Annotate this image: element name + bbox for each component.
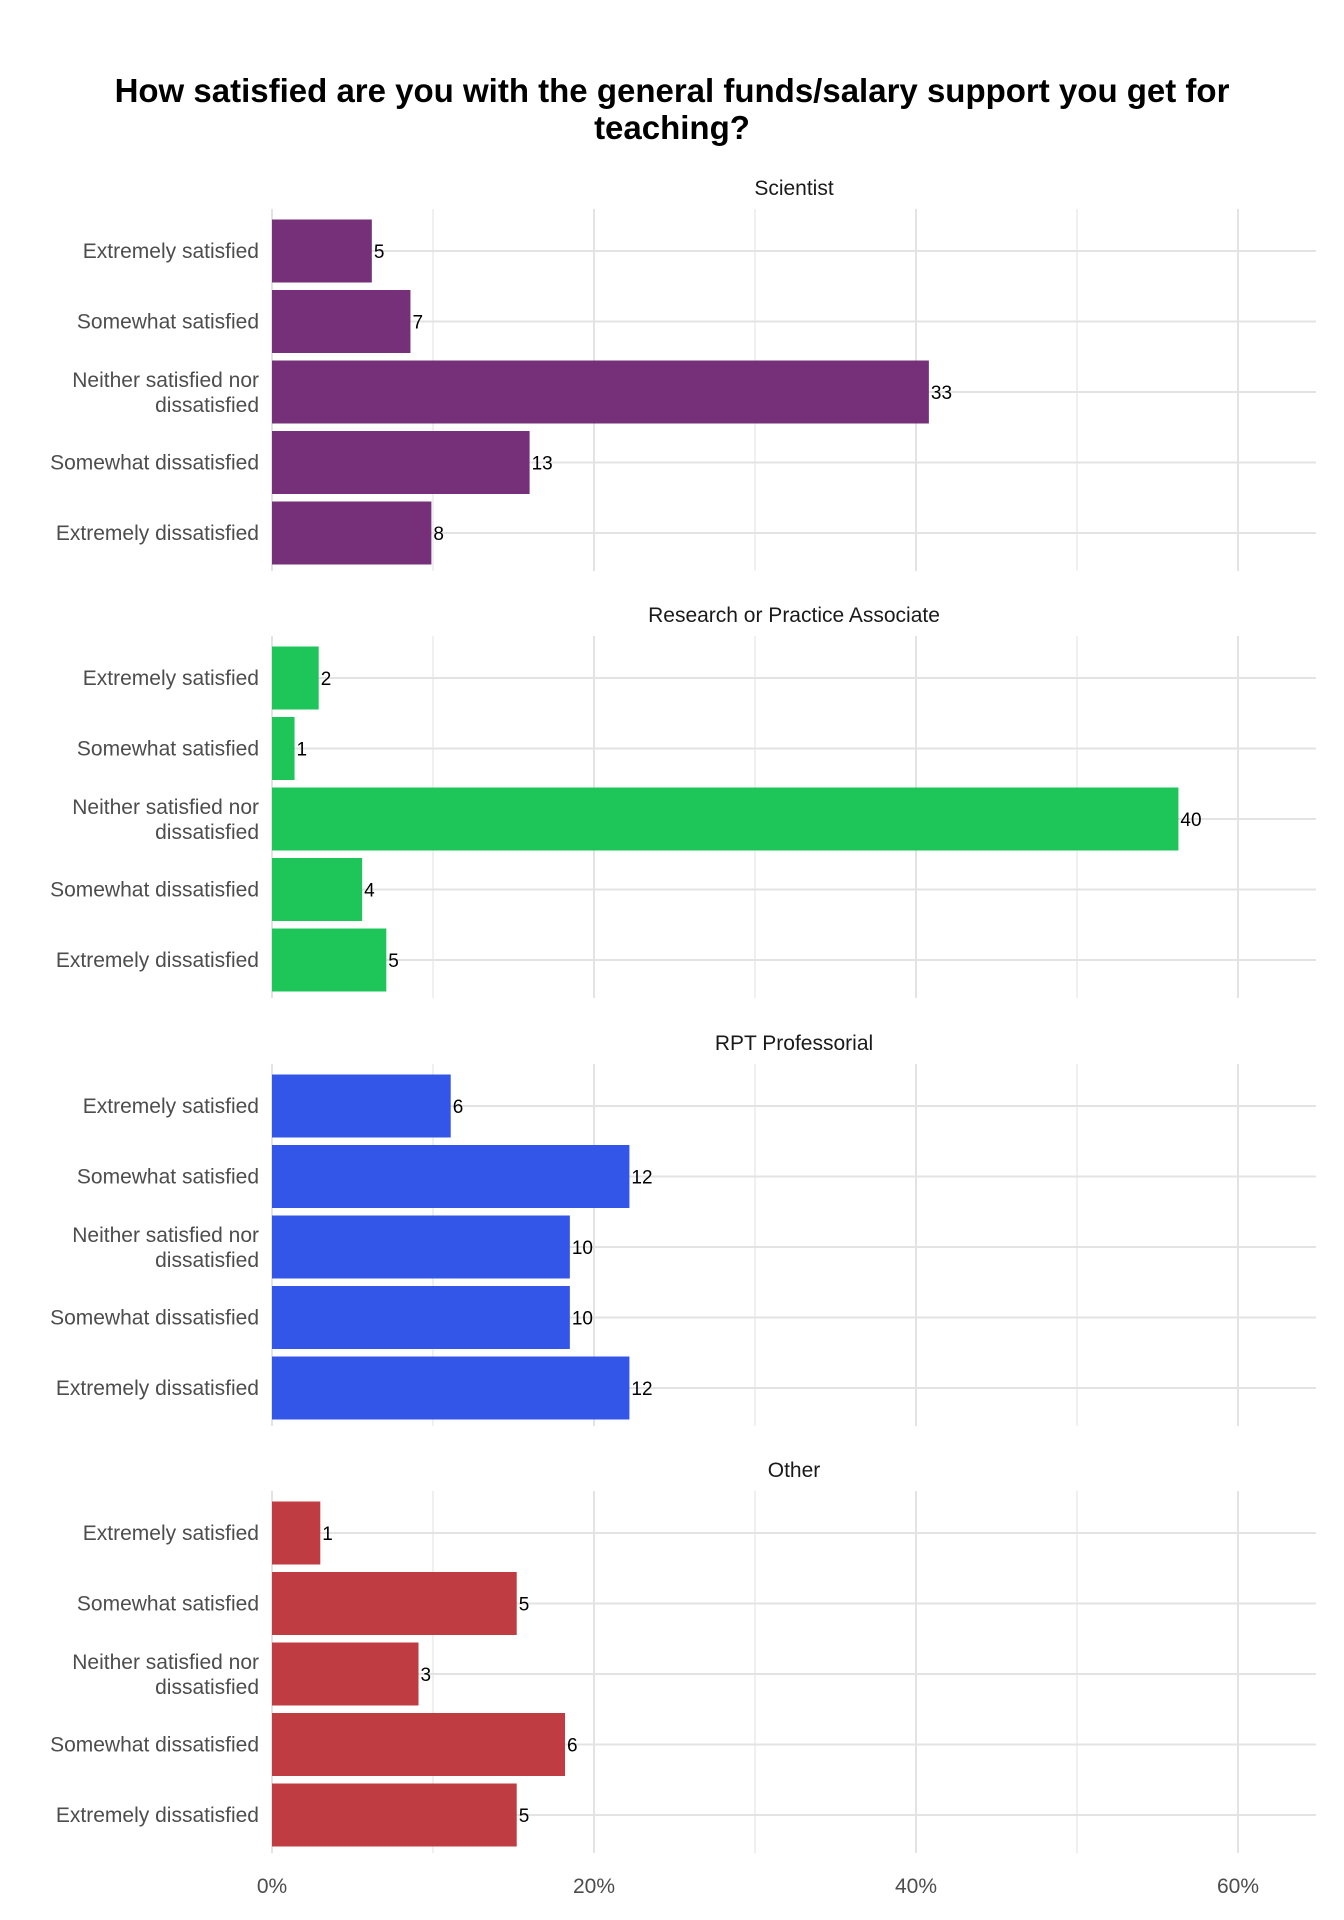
bar-value-label: 10 (572, 1309, 593, 1330)
bar-value-label: 40 (1180, 810, 1201, 831)
bar-value-label: 6 (567, 1736, 578, 1757)
category-label: Extremely dissatisfied (56, 1377, 259, 1400)
category-label: Extremely satisfied (83, 1522, 259, 1545)
bar-value-label: 8 (433, 524, 444, 545)
chart-title: How satisfied are you with the general f… (0, 72, 1344, 146)
bar (272, 646, 319, 710)
category-label: dissatisfied (155, 821, 259, 844)
category-label: Somewhat dissatisfied (50, 1307, 259, 1330)
bar-value-label: 3 (421, 1665, 432, 1686)
bar (272, 1572, 517, 1635)
bar-value-label: 13 (532, 454, 553, 475)
bar (272, 360, 929, 424)
bar-value-label: 1 (322, 1524, 333, 1545)
chart-title-line-2: teaching? (594, 109, 750, 146)
category-label: Somewhat satisfied (77, 738, 259, 761)
category-label: dissatisfied (155, 1676, 259, 1699)
bar-value-label: 1 (297, 740, 308, 761)
category-label: Extremely dissatisfied (56, 949, 259, 972)
category-label: Somewhat dissatisfied (50, 879, 259, 902)
category-label: Somewhat dissatisfied (50, 1734, 259, 1757)
facet-label: RPT Professorial (715, 1032, 873, 1055)
category-label: Extremely satisfied (83, 240, 259, 263)
bar (272, 501, 432, 565)
category-label: Extremely dissatisfied (56, 522, 259, 545)
category-label: Extremely satisfied (83, 667, 259, 690)
category-label: Somewhat satisfied (77, 311, 259, 334)
bar (272, 1356, 630, 1420)
facet-label: Scientist (754, 177, 834, 200)
facet-label: Other (768, 1459, 821, 1482)
category-label: Neither satisfied nor (72, 796, 259, 819)
bar-value-label: 2 (321, 669, 332, 690)
bar (272, 1145, 630, 1208)
bar-value-label: 10 (572, 1238, 593, 1259)
category-label: dissatisfied (155, 1249, 259, 1272)
bar-value-label: 33 (931, 383, 952, 404)
x-tick-label: 20% (573, 1875, 615, 1898)
category-label: dissatisfied (155, 394, 259, 417)
bar-value-label: 4 (364, 881, 375, 902)
x-tick-label: 60% (1217, 1875, 1259, 1898)
bar-value-label: 12 (631, 1379, 652, 1400)
bar (272, 1783, 517, 1847)
bar (272, 928, 387, 992)
category-label: Somewhat satisfied (77, 1166, 259, 1189)
bar-value-label: 6 (453, 1097, 464, 1118)
x-tick-label: 40% (895, 1875, 937, 1898)
bar (272, 219, 372, 283)
category-label: Neither satisfied nor (72, 1224, 259, 1247)
bar (272, 717, 295, 780)
category-label: Somewhat satisfied (77, 1593, 259, 1616)
bar-value-label: 5 (519, 1806, 530, 1827)
bar (272, 1074, 451, 1138)
x-tick-label: 0% (257, 1875, 287, 1898)
bar (272, 431, 530, 494)
bar (272, 858, 363, 921)
bar (272, 1286, 570, 1349)
facet-label: Research or Practice Associate (648, 604, 940, 627)
bar (272, 1215, 570, 1279)
bar-value-label: 5 (388, 951, 399, 972)
bar-value-label: 12 (631, 1168, 652, 1189)
category-label: Somewhat dissatisfied (50, 452, 259, 475)
category-label: Extremely satisfied (83, 1095, 259, 1118)
category-label: Neither satisfied nor (72, 1651, 259, 1674)
bar-value-label: 5 (519, 1595, 530, 1616)
bar-value-label: 5 (374, 242, 385, 263)
bar (272, 1642, 419, 1706)
bar (272, 1501, 321, 1565)
chart-title-line-1: How satisfied are you with the general f… (114, 72, 1230, 109)
bar (272, 1713, 566, 1776)
category-label: Neither satisfied nor (72, 369, 259, 392)
category-label: Extremely dissatisfied (56, 1804, 259, 1827)
bar (272, 787, 1179, 851)
bar-value-label: 7 (412, 313, 423, 334)
bar (272, 290, 411, 353)
